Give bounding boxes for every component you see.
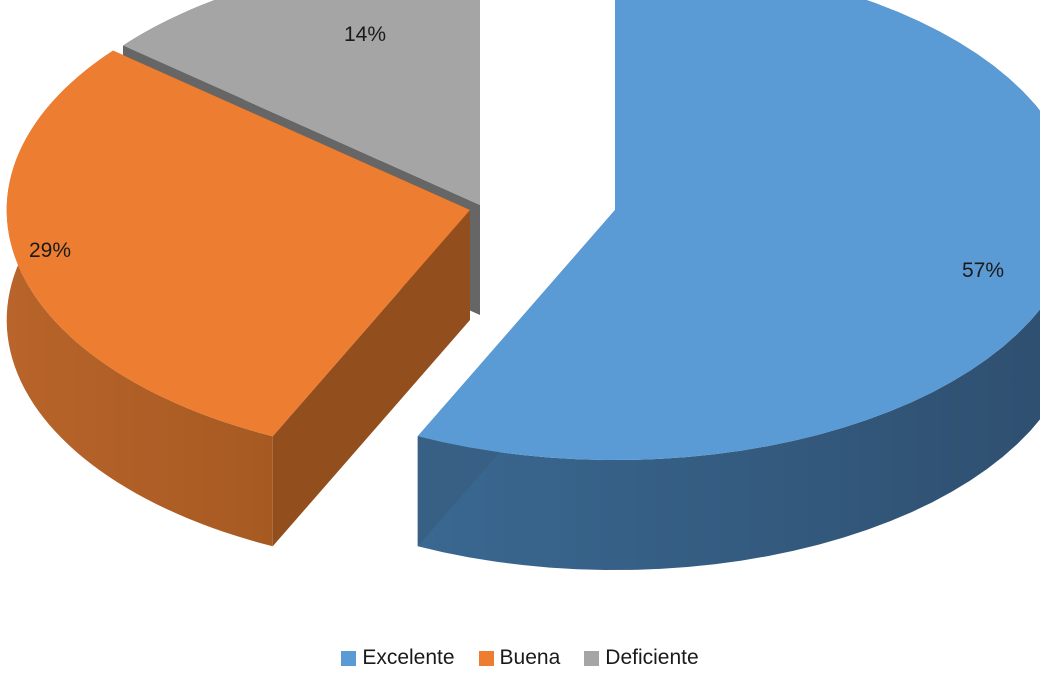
legend-swatch-excelente — [341, 650, 357, 666]
slice-wall-0 — [417, 0, 1040, 571]
data-label-excelente: 57% — [962, 259, 1004, 282]
data-label-buena: 29% — [29, 239, 71, 262]
legend: Excelente Buena Deficiente — [0, 640, 1040, 676]
legend-swatch-buena — [478, 650, 494, 666]
slice-buena — [6, 50, 471, 547]
legend-item-buena: Buena — [478, 646, 561, 670]
legend-label-excelente: Excelente — [362, 646, 455, 669]
legend-swatch-deficiente — [584, 650, 600, 666]
slice-excelente — [417, 0, 1040, 571]
legend-item-deficiente: Deficiente — [584, 646, 699, 670]
legend-label-buena: Buena — [499, 646, 561, 669]
legend-item-excelente: Excelente — [341, 646, 455, 670]
data-label-deficiente: 14% — [344, 23, 386, 46]
legend-label-deficiente: Deficiente — [605, 646, 699, 669]
slice-top-2 — [123, 0, 480, 205]
slice-top-1 — [6, 50, 471, 437]
slice-top-0 — [417, 0, 1040, 461]
